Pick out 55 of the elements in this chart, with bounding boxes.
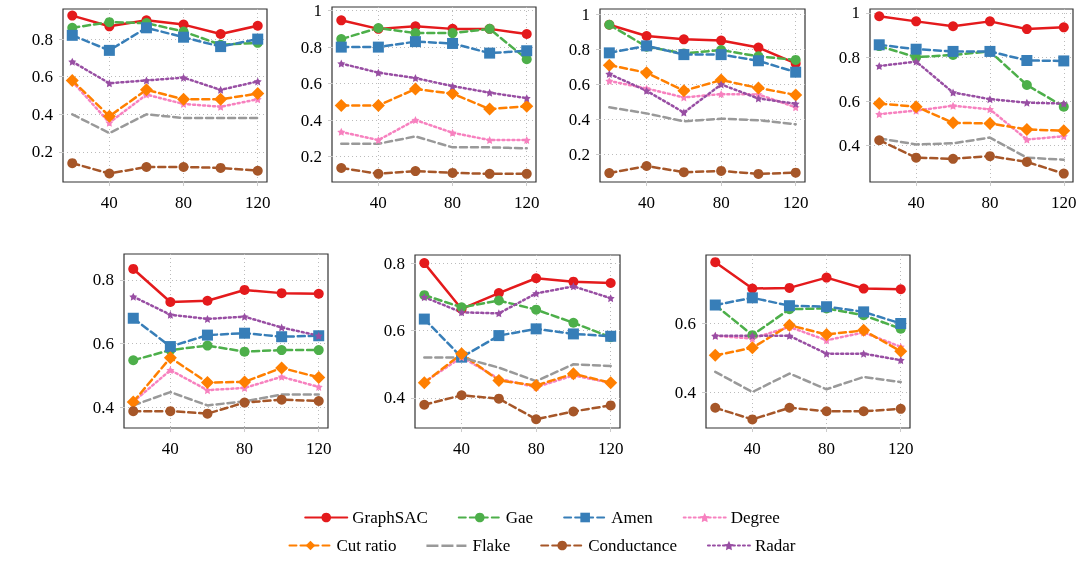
x-tick-label: 40 xyxy=(907,193,925,212)
y-tick-label: 0.4 xyxy=(383,388,406,408)
x-tick-label: 80 xyxy=(527,439,545,458)
y-tick-label: 0.4 xyxy=(92,397,115,417)
x-tick-label: 40 xyxy=(638,193,656,212)
y-tick-label: 0.4 xyxy=(674,382,697,402)
legend-label: Degree xyxy=(730,508,780,527)
x-tick-label: 40 xyxy=(743,439,761,458)
x-tick-label: 80 xyxy=(818,439,836,458)
x-tick-label: 80 xyxy=(444,193,462,212)
legend-label: Cut ratio xyxy=(336,536,397,555)
legend-label: Conductance xyxy=(588,536,677,555)
y-tick-label: 0.4 xyxy=(838,136,861,156)
y-tick-label: 0.2 xyxy=(31,142,53,162)
y-tick-label: 1 xyxy=(851,3,860,23)
legend-label: GraphSAC xyxy=(352,508,428,527)
y-tick-label: 0.4 xyxy=(31,104,54,124)
y-tick-label: 0.8 xyxy=(838,47,860,67)
x-tick-label: 120 xyxy=(305,439,332,458)
y-tick-label: 0.6 xyxy=(31,67,53,87)
x-tick-label: 80 xyxy=(981,193,999,212)
legend-label: Radar xyxy=(754,536,796,555)
y-tick-label: 0.2 xyxy=(568,145,590,165)
y-tick-label: 0.6 xyxy=(383,321,405,341)
x-tick-label: 40 xyxy=(161,439,179,458)
y-tick-label: 0.6 xyxy=(568,74,590,94)
x-tick-label: 80 xyxy=(175,193,193,212)
legend-label: Amen xyxy=(611,508,654,527)
x-tick-label: 40 xyxy=(453,439,471,458)
y-tick-label: 0.4 xyxy=(568,110,591,130)
x-tick-label: 40 xyxy=(369,193,387,212)
y-tick-label: 0.8 xyxy=(31,29,53,49)
x-tick-label: 120 xyxy=(244,193,271,212)
y-tick-label: 0.8 xyxy=(92,270,114,290)
y-tick-label: 0.6 xyxy=(838,91,860,111)
y-tick-label: 0.8 xyxy=(383,253,405,273)
y-tick-label: 0.6 xyxy=(300,74,322,94)
y-tick-label: 0.6 xyxy=(674,314,696,334)
x-tick-label: 80 xyxy=(712,193,730,212)
y-tick-label: 0.8 xyxy=(568,39,590,59)
x-tick-label: 40 xyxy=(100,193,118,212)
x-tick-label: 120 xyxy=(513,193,540,212)
x-tick-label: 80 xyxy=(236,439,254,458)
y-tick-label: 0.8 xyxy=(300,37,322,57)
y-tick-label: 0.6 xyxy=(92,333,114,353)
x-tick-label: 120 xyxy=(1051,193,1077,212)
y-tick-label: 1 xyxy=(313,1,322,21)
legend-label: Gae xyxy=(505,508,534,527)
y-tick-label: 0.4 xyxy=(300,110,323,130)
x-tick-label: 120 xyxy=(782,193,809,212)
x-tick-label: 120 xyxy=(887,439,914,458)
legend-label: Flake xyxy=(472,536,511,555)
y-tick-label: 1 xyxy=(581,4,590,24)
x-tick-label: 120 xyxy=(597,439,624,458)
y-tick-label: 0.2 xyxy=(300,146,322,166)
